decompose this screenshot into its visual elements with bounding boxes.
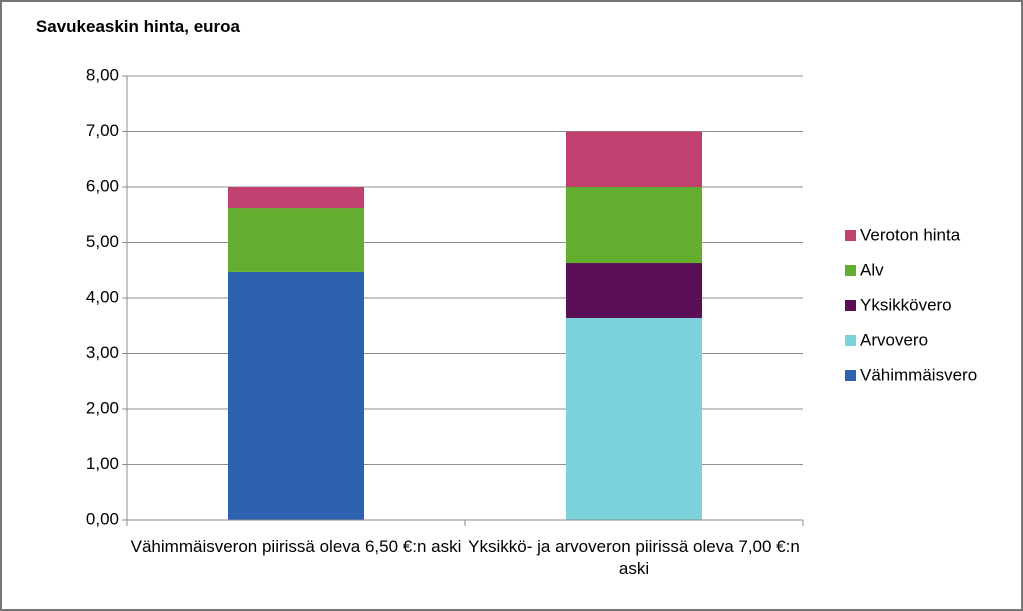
bar-segment (566, 187, 702, 264)
legend-swatch (845, 230, 856, 241)
y-tick-label: 0,00 (86, 509, 119, 528)
bar-segment (566, 317, 702, 520)
legend-swatch (845, 265, 856, 276)
y-tick-label: 2,00 (86, 398, 119, 417)
legend-swatch (845, 300, 856, 311)
legend-label: Yksikkövero (860, 295, 952, 314)
y-tick-label: 1,00 (86, 454, 119, 473)
y-tick-label: 6,00 (86, 176, 119, 195)
legend-swatch (845, 335, 856, 346)
y-tick-label: 4,00 (86, 287, 119, 306)
bar-segment (228, 271, 364, 520)
legend-swatch (845, 370, 856, 381)
y-tick-label: 5,00 (86, 232, 119, 251)
chart-title: Savukeaskin hinta, euroa (35, 17, 240, 36)
y-tick-label: 3,00 (86, 343, 119, 362)
bar-segment (566, 131, 702, 187)
bar-segment (566, 263, 702, 318)
y-tick-label: 7,00 (86, 121, 119, 140)
legend-label: Vähimmäisvero (860, 365, 977, 384)
legend-label: Alv (860, 260, 884, 279)
legend-label: Arvovero (860, 330, 928, 349)
legend-label: Veroton hinta (860, 225, 961, 244)
bar-segment (228, 187, 364, 209)
x-tick-label: Vähimmäisveron piirissä oleva 6,50 €:n a… (130, 537, 462, 556)
bar-segment (228, 208, 364, 272)
x-tick-label: Yksikkö- ja arvoveron piirissä oleva 7,0… (468, 537, 800, 578)
y-tick-label: 8,00 (86, 65, 119, 84)
